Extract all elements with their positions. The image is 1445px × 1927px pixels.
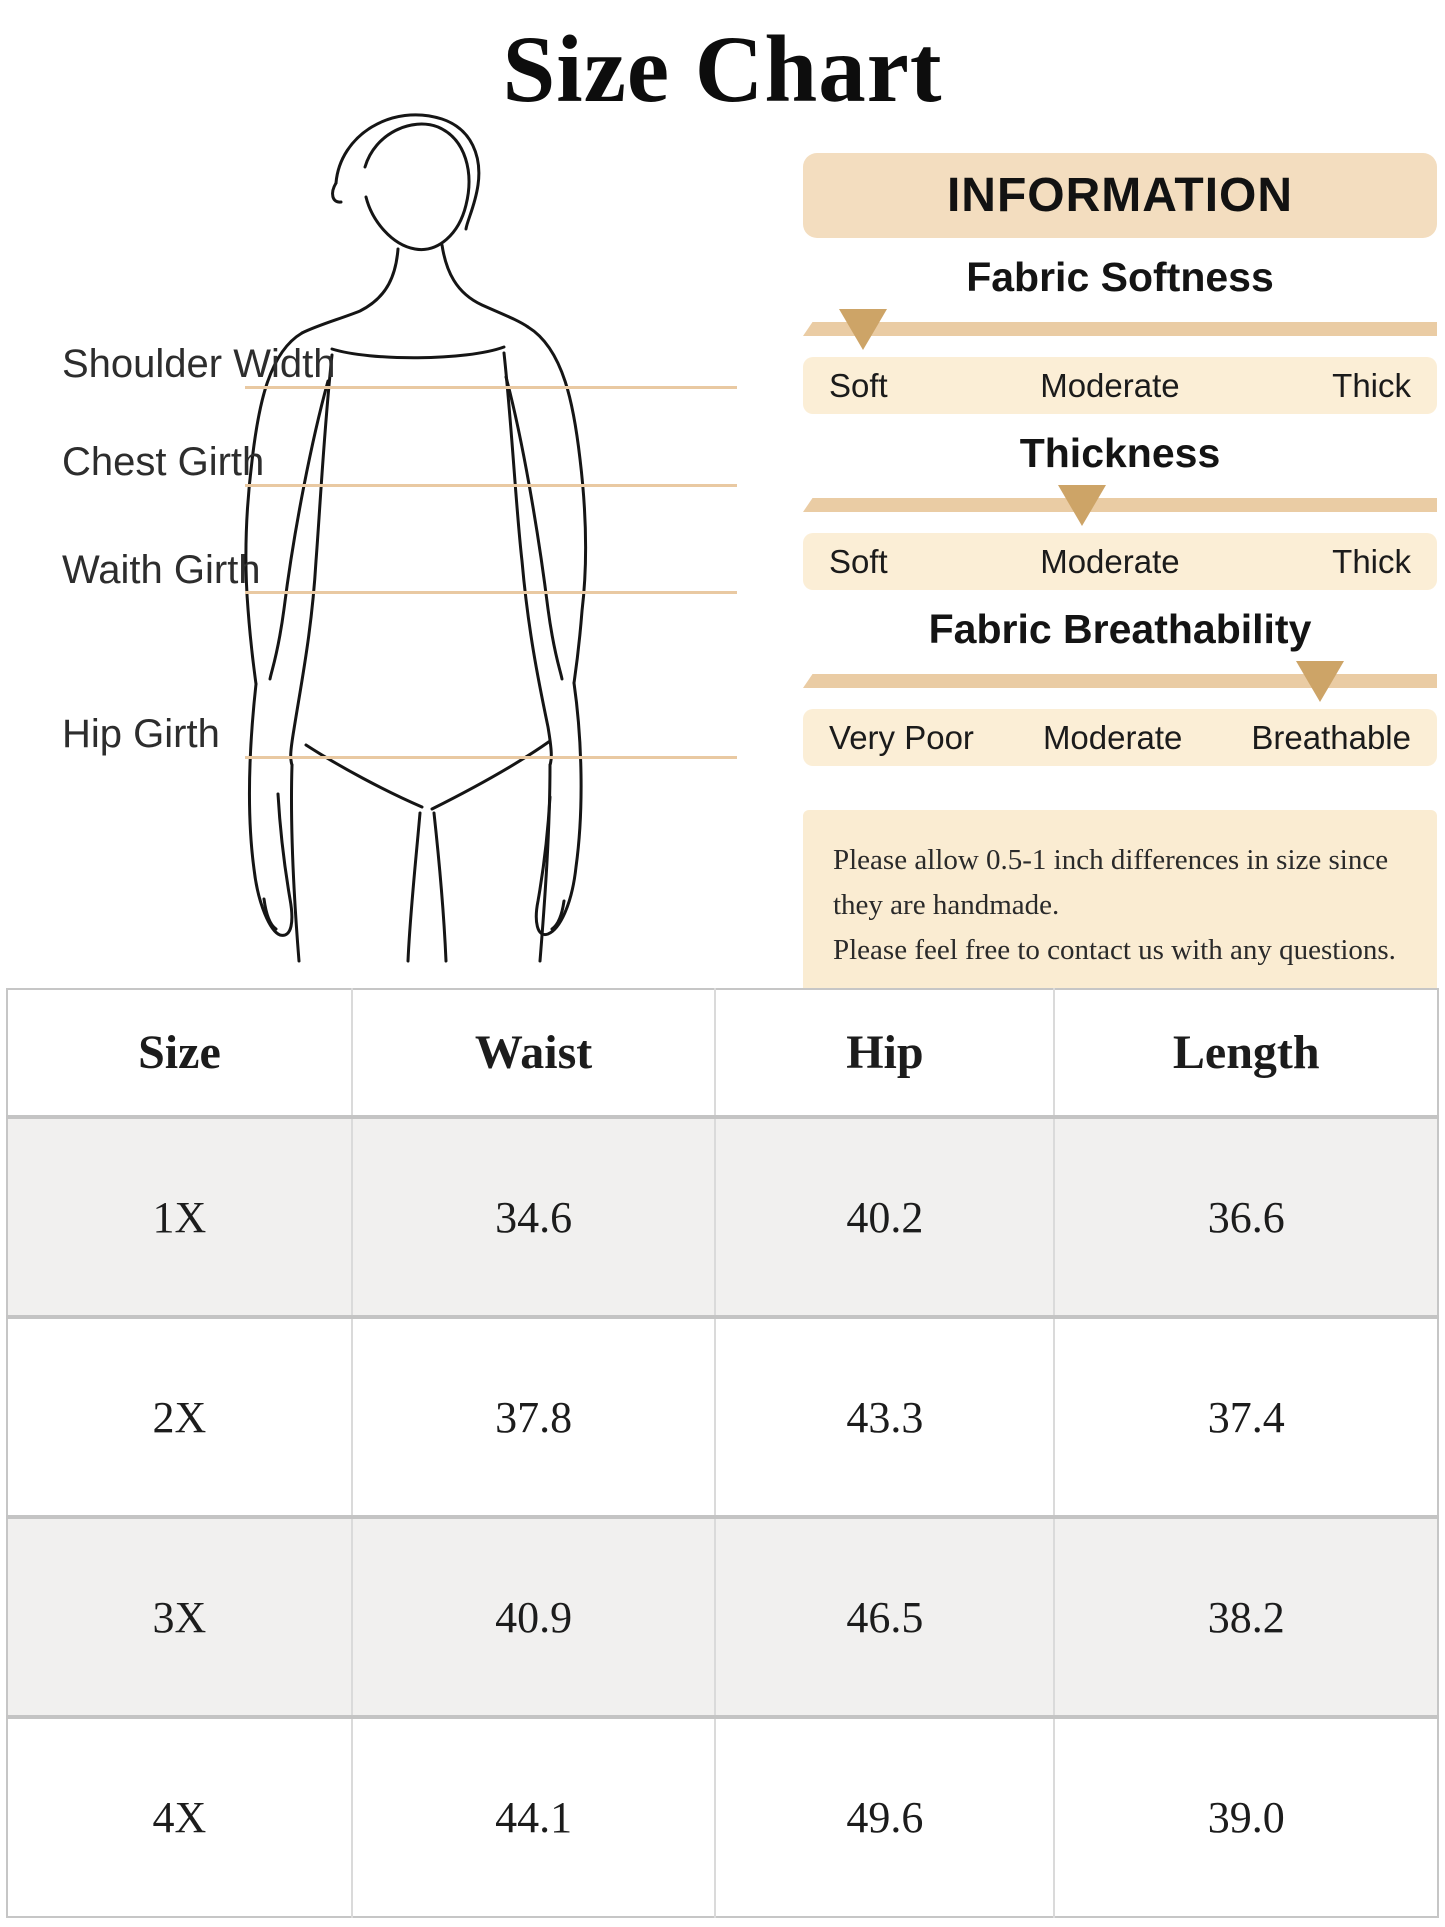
handmade-note: Please allow 0.5-1 inch differences in s… [803,810,1437,1001]
slider-indicator-triangle-icon [839,309,888,350]
cell-size: 1X [152,1192,207,1242]
note-line: Please feel free to contact us with any … [833,933,1396,966]
scale-label-low: Soft [829,366,888,404]
thickness-slider [803,483,1437,529]
cell-hip: 40.2 [714,1117,1055,1317]
hip-measure-line [245,756,737,759]
note-line: Please allow 0.5-1 inch differences in s… [833,844,1389,921]
cell-size: 4X [152,1793,207,1842]
size-table: Size Waist Hip Length 1X 34.6 40.2 36.6 … [6,988,1439,1918]
cell-length: 39.0 [1053,1717,1438,1917]
scale-label-mid: Moderate [1040,366,1180,404]
slider-bar [803,498,1437,512]
header-cell-size: Size [7,989,352,1117]
thickness-heading: Thickness [1019,430,1221,476]
scale-label-high: Breathable [1251,718,1411,756]
scale-label-mid: Moderate [1042,718,1183,756]
size-row-1x: 1X 34.6 40.2 36.6 [7,1117,1438,1317]
measure-label-chest-girth: Chest Girth [62,440,265,484]
body-figure-illustration [244,113,588,963]
slider-indicator-triangle-icon [1057,485,1106,526]
size-row-4x: 4X 44.1 49.6 39.0 [7,1717,1438,1917]
information-header: INFORMATION [803,153,1437,238]
scale-label-low: Soft [829,542,888,580]
fabric-breathability-slider [803,659,1437,705]
scale-label-mid: Moderate [1040,542,1180,580]
measure-label-hip-girth: Hip Girth [62,712,220,756]
size-row-3x: 3X 40.9 46.5 38.2 [7,1517,1438,1717]
cell-waist: 34.6 [350,1117,716,1317]
chest-measure-line [245,484,737,487]
cell-waist: 37.8 [350,1317,716,1517]
fabric-breathability-scale: Very Poor Moderate Breathable [803,709,1437,766]
scale-label-high: Thick [1332,542,1411,580]
header-cell-hip: Hip [714,989,1055,1117]
waist-measure-line [245,591,737,594]
fabric-softness-slider [803,307,1437,353]
cell-hip: 46.5 [714,1517,1055,1717]
size-table-header-row: Size Waist Hip Length [7,989,1438,1117]
header-cell-waist: Waist [350,989,716,1117]
page-title: Size Chart [502,16,943,122]
cell-hip: 43.3 [714,1317,1055,1517]
cell-length: 37.4 [1053,1317,1438,1517]
fabric-breathability-heading: Fabric Breathability [928,606,1312,652]
fabric-softness-heading: Fabric Softness [966,254,1274,300]
slider-indicator-triangle-icon [1295,661,1344,702]
measure-label-waith-girth: Waith Girth [62,548,261,592]
cell-size: 2X [152,1392,207,1442]
header-cell-length: Length [1053,989,1438,1117]
fabric-softness-scale: Soft Moderate Thick [803,357,1437,414]
thickness-scale: Soft Moderate Thick [803,533,1437,590]
cell-size: 3X [152,1592,207,1642]
size-row-2x: 2X 37.8 43.3 37.4 [7,1317,1438,1517]
cell-hip: 49.6 [714,1717,1055,1917]
slider-bar [803,322,1437,336]
scale-label-high: Thick [1332,366,1411,404]
shoulder-measure-line [245,386,737,389]
slider-bar [803,674,1437,688]
cell-waist: 44.1 [350,1717,716,1917]
information-panel: INFORMATION Fabric Softness Soft Moderat… [803,153,1437,1001]
cell-length: 38.2 [1053,1517,1438,1717]
scale-label-low: Very Poor [829,718,974,756]
cell-waist: 40.9 [350,1517,716,1717]
measure-label-shoulder-width: Shoulder Width [62,342,336,386]
cell-length: 36.6 [1053,1117,1438,1317]
